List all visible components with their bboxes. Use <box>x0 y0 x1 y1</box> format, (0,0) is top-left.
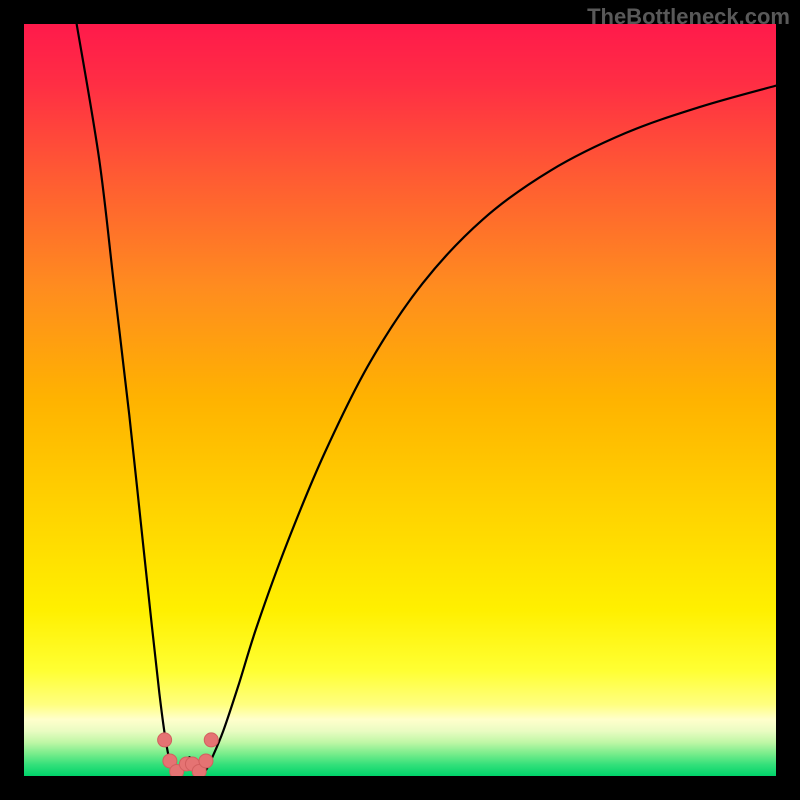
plot-background <box>24 24 776 776</box>
bottleneck-chart <box>0 0 800 800</box>
dip-marker <box>204 733 218 747</box>
watermark-text: TheBottleneck.com <box>587 4 790 30</box>
chart-frame: TheBottleneck.com <box>0 0 800 800</box>
dip-marker <box>158 733 172 747</box>
dip-marker <box>199 754 213 768</box>
